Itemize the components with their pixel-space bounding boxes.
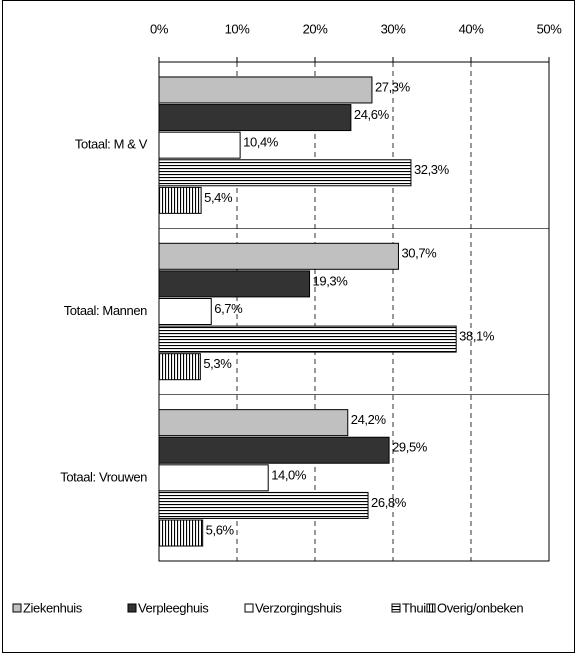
value-label: 24,6% — [354, 107, 390, 122]
value-label: 10,4% — [243, 135, 279, 150]
value-label: 26,8% — [371, 495, 407, 510]
x-tick-label: 40% — [459, 21, 485, 36]
value-label: 5,4% — [204, 190, 233, 205]
legend-swatch — [12, 603, 22, 613]
bar — [158, 464, 269, 492]
bar — [158, 76, 373, 104]
x-tick-label: 10% — [225, 21, 251, 36]
value-label: 6,7% — [214, 301, 243, 316]
bar — [158, 491, 369, 519]
bar — [158, 298, 212, 325]
legend-label: Verpleeghuis — [138, 600, 209, 615]
bar — [158, 242, 399, 270]
value-label: 14,0% — [271, 467, 307, 482]
bar — [158, 131, 241, 159]
bar — [158, 186, 202, 214]
value-label: 30,7% — [401, 246, 437, 261]
bar — [158, 353, 201, 381]
legend-label: Verzorgingshuis — [255, 600, 342, 615]
value-label: 5,6% — [206, 522, 235, 537]
value-label: 5,3% — [203, 356, 232, 371]
legend-label: Ziekenhuis — [23, 600, 83, 615]
legend-swatch — [391, 603, 401, 613]
category-label: Totaal: Vrouwen — [60, 469, 147, 484]
legend-swatch — [426, 603, 436, 613]
bar — [158, 159, 412, 187]
bar — [158, 409, 349, 437]
bar — [158, 270, 311, 298]
value-label: 32,3% — [414, 162, 450, 177]
x-tick-label: 20% — [303, 21, 329, 36]
x-tick-label: 0% — [150, 21, 169, 36]
value-label: 27,3% — [375, 79, 411, 94]
x-tick-label: 30% — [381, 21, 407, 36]
legend-label: Overig/onbeken — [437, 600, 523, 615]
value-label: 24,2% — [351, 412, 387, 427]
category-label: Totaal: Mannen — [64, 303, 147, 318]
bar — [158, 325, 457, 353]
legend-label: Thuis — [402, 600, 433, 615]
x-tick-label: 50% — [537, 21, 563, 36]
category-label: Totaal: M & V — [75, 137, 148, 152]
bar — [158, 519, 204, 547]
value-label: 19,3% — [313, 273, 349, 288]
legend-swatch — [127, 603, 137, 613]
value-label: 29,5% — [392, 440, 428, 455]
bar — [158, 104, 352, 132]
value-label: 38,1% — [459, 329, 495, 344]
bar — [158, 436, 390, 464]
legend-swatch — [244, 603, 254, 613]
